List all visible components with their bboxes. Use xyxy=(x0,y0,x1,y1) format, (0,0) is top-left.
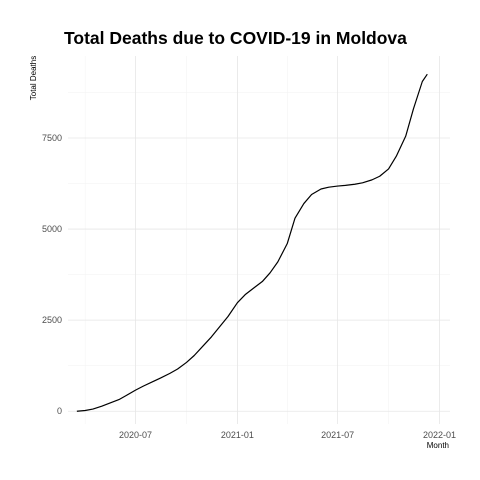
x-tick-label: 2021-01 xyxy=(221,430,254,440)
tick-labels: 2020-07 2021-01 2021-07 2022-01 0 2500 5000 750… xyxy=(42,133,456,440)
y-tick-label: 7500 xyxy=(42,133,62,143)
x-axis-title: Month xyxy=(427,441,449,450)
grid xyxy=(68,56,450,424)
y-tick-label: 0 xyxy=(57,406,62,416)
y-tick-label: 2500 xyxy=(42,315,62,325)
y-tick-label: 5000 xyxy=(42,224,62,234)
x-tick-label: 2020-07 xyxy=(119,430,152,440)
chart-title: Total Deaths due to COVID-19 in Moldova xyxy=(64,28,407,48)
series-layer xyxy=(76,73,428,412)
x-tick-label: 2022-01 xyxy=(423,430,456,440)
y-axis-title: Total Deaths xyxy=(29,56,38,100)
x-tick-label: 2021-07 xyxy=(321,430,354,440)
total-deaths-line xyxy=(76,73,428,412)
